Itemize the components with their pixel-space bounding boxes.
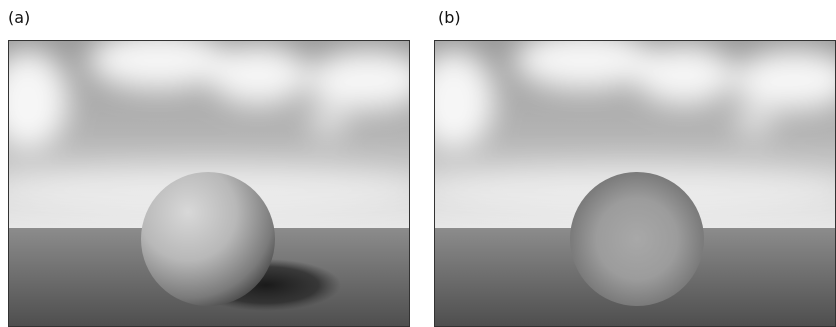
figure-images [0,0,836,327]
image-b [414,30,836,327]
figure: (a) (b) [0,0,836,327]
image-a [0,30,428,327]
